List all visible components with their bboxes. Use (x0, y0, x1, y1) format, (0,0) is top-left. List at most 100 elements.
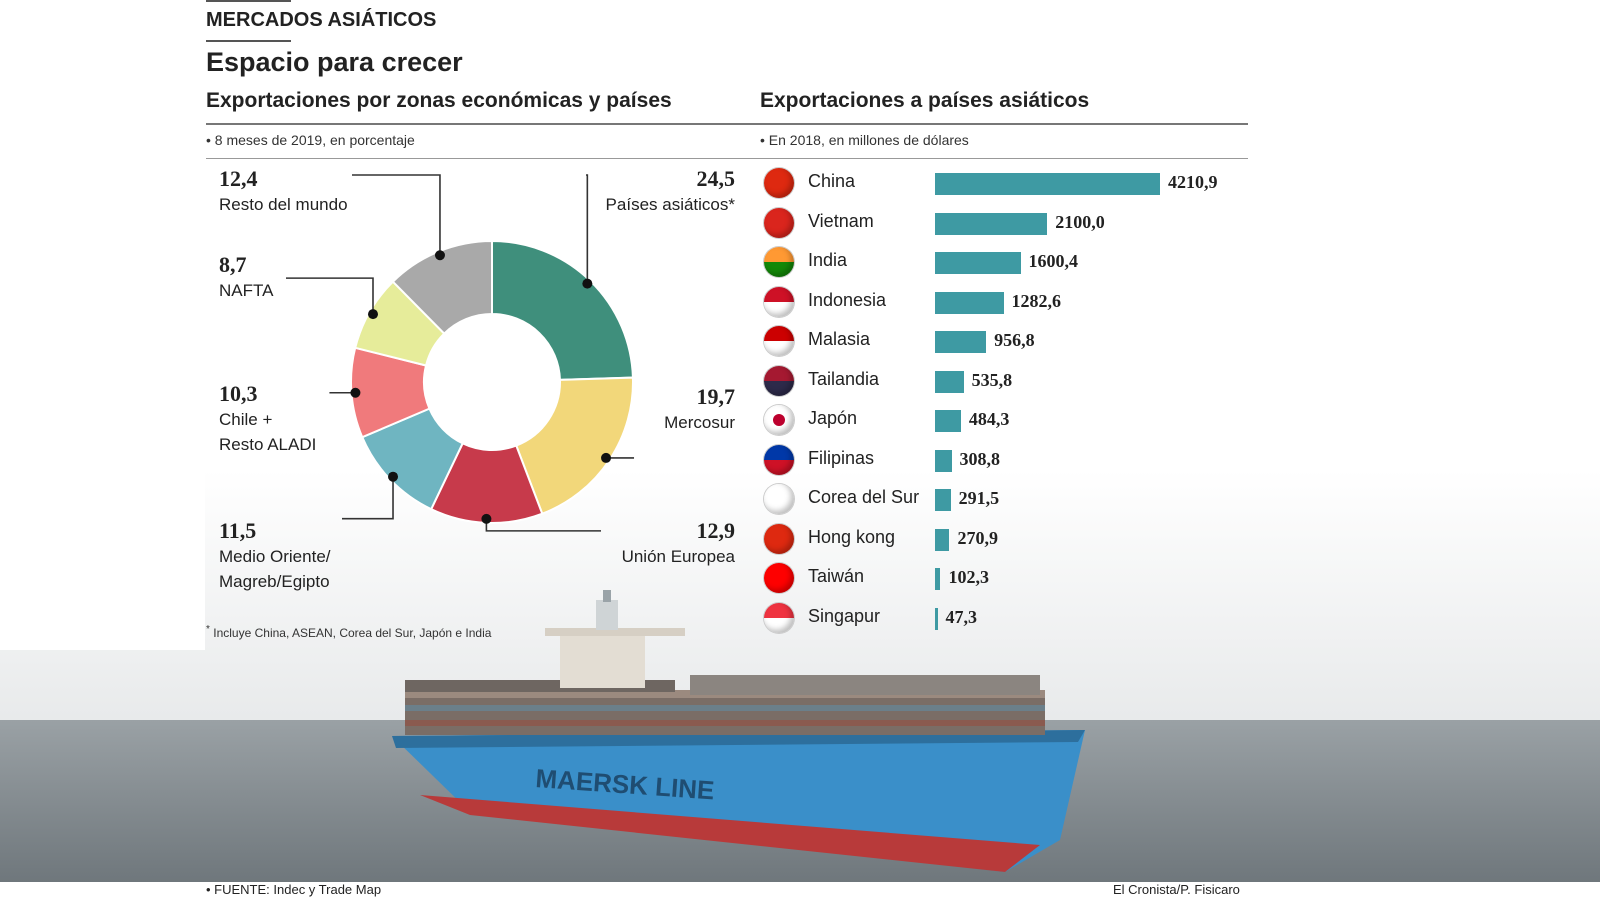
japan-sun-mark (773, 414, 785, 426)
bar-row: Corea del Sur 291,5 (760, 482, 1260, 522)
bar-category-label: Corea del Sur (808, 487, 920, 507)
slice-label-line-1: Chile + (219, 410, 273, 429)
bar-value-label: 1600,4 (1028, 251, 1079, 271)
vietnam-flag-icon (764, 207, 794, 238)
page-title: Espacio para crecer (206, 47, 463, 77)
bar (935, 291, 1004, 314)
bar-value-label: 484,3 (968, 409, 1010, 429)
leader-dot-6 (434, 250, 445, 261)
bar-row: India 1600,4 (760, 245, 1260, 285)
bar-row: Malasia 956,8 (760, 324, 1260, 364)
bar (935, 568, 941, 590)
bar-category-label: Vietnam (808, 210, 874, 231)
heading-rule (206, 123, 1248, 125)
slice-label: Unión Europea (621, 547, 735, 566)
bar-row: Filipinas 308,8 (760, 443, 1260, 483)
singapore-flag-icon (764, 602, 794, 633)
source-note: • FUENTE: Indec y Trade Map (206, 882, 382, 897)
slice-label: NAFTA (219, 281, 274, 300)
bar-value-label: 308,8 (959, 448, 1001, 469)
donut-label-mercosur: 19,7 Mercosur (600, 384, 735, 435)
ship: MAERSK LINE (392, 590, 1085, 872)
bar-value-label: 291,5 (958, 488, 1000, 508)
bar-category-label: Tailandia (808, 368, 880, 389)
thailand-flag-icon (764, 365, 794, 396)
leader-dot-1 (601, 452, 612, 463)
bar-value-label: 270,9 (957, 527, 998, 548)
donut-slice-6 (391, 239, 493, 336)
bar-value-label: 535,8 (971, 369, 1013, 390)
leader-line-5 (286, 277, 374, 315)
section-label: MERCADOS ASIÁTICOS (206, 9, 437, 31)
bar-category-label: Filipinas (808, 447, 875, 468)
bar-value-label: 4210,9 (1168, 172, 1218, 192)
leader-dot-4 (350, 387, 361, 398)
slice-value: 8,7 (219, 252, 247, 277)
donut-label-medio-oriente: 11,5 Medio Oriente/ Magreb/Egipto (219, 518, 331, 594)
slice-label-line-2: Resto ALADI (219, 435, 317, 454)
donut-chart (286, 174, 635, 532)
bar-category-label: Indonesia (808, 289, 887, 310)
slice-label-line-1: Medio Oriente/ (219, 547, 331, 566)
footnote: * Incluye China, ASEAN, Corea del Sur, J… (206, 624, 491, 640)
left-panel-background (0, 0, 205, 650)
leader-dot-2 (481, 513, 492, 524)
bar-category-label: Malasia (808, 329, 871, 349)
right-panel-note: • En 2018, en millones de dólares (760, 132, 969, 148)
bar-row: Tailandia 535,8 (760, 364, 1260, 404)
bar (935, 212, 1048, 235)
bar (935, 252, 1021, 274)
donut-slice-0 (491, 239, 634, 381)
malaysia-flag-icon (764, 326, 794, 356)
leader-dot-0 (582, 278, 593, 289)
donut-label-nafta: 8,7 NAFTA (219, 252, 273, 303)
taiwan-flag-icon (764, 563, 794, 593)
slice-value: 11,5 (219, 518, 257, 543)
bar-category-label: Japón (808, 408, 858, 428)
leader-line-3 (342, 476, 394, 520)
japan-flag-icon (764, 405, 794, 435)
philippines-flag-icon (764, 444, 794, 475)
slice-label: Mercosur (664, 413, 735, 432)
indonesia-flag-icon (764, 286, 794, 317)
donut-label-resto-del-mundo: 12,4 Resto del mundo (219, 166, 348, 217)
bar (935, 489, 951, 511)
slice-label: Resto del mundo (219, 195, 348, 214)
note-rule (206, 158, 1248, 159)
bar (935, 370, 964, 393)
slice-value: 12,9 (696, 518, 736, 543)
bar (935, 331, 987, 353)
bar-row: Vietnam 2100,0 (760, 206, 1260, 246)
bar (935, 528, 950, 551)
left-panel-heading: Exportaciones por zonas económicas y paí… (206, 89, 672, 112)
leader-line-0 (586, 174, 589, 284)
section-top-rule (206, 0, 291, 2)
donut-label-chile-aladi: 10,3 Chile + Resto ALADI (219, 381, 316, 457)
bar-value-label: 2100,0 (1055, 211, 1105, 232)
bar (935, 173, 1160, 195)
bar-category-label: Hong kong (808, 526, 896, 547)
footnote-mark: * (206, 624, 210, 635)
bar-category-label: Taiwán (808, 566, 865, 586)
bar-row: Japón 484,3 (760, 403, 1260, 443)
donut-slice-1 (514, 376, 634, 516)
bar-row: China 4210,9 (760, 166, 1260, 206)
bar-value-label: 1282,6 (1011, 290, 1062, 311)
bar-row: Taiwán 102,3 (760, 561, 1260, 601)
bar (935, 607, 938, 630)
slice-value: 24,5 (696, 166, 736, 191)
bar-value-label: 47,3 (945, 606, 978, 627)
slice-value: 10,3 (219, 381, 258, 406)
hong-kong-flag-icon (764, 523, 794, 554)
slice-value: 12,4 (219, 166, 258, 191)
leader-line-6 (352, 174, 441, 256)
slice-label-line-2: Magreb/Egipto (219, 572, 330, 591)
slice-value: 19,7 (696, 384, 736, 409)
footnote-text: Incluye China, ASEAN, Corea del Sur, Jap… (213, 626, 492, 640)
bar (935, 449, 952, 472)
leader-dot-3 (388, 471, 399, 482)
donut-label-paises-asiaticos: 24,5 Países asiáticos* (560, 166, 735, 217)
bar-category-label: Singapur (808, 605, 881, 626)
right-panel-heading: Exportaciones a países asiáticos (760, 89, 1090, 112)
